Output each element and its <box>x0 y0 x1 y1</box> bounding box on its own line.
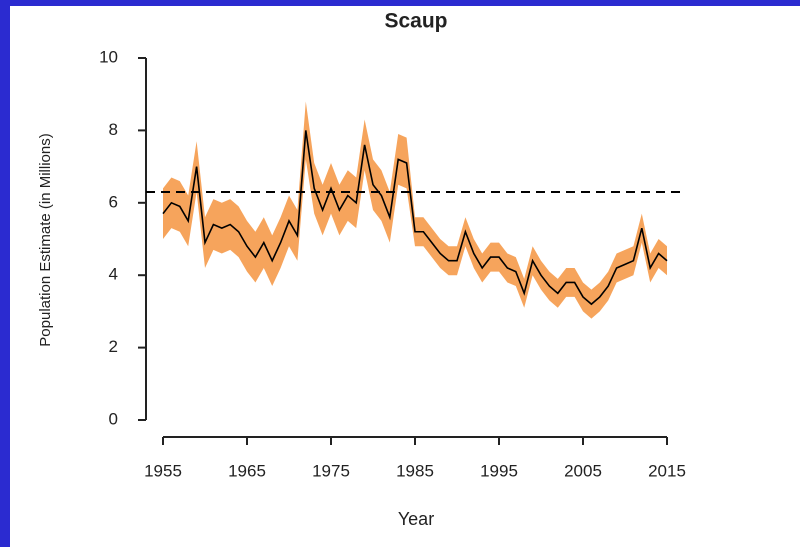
panel <box>10 6 800 547</box>
y-tick-label: 10 <box>99 47 118 66</box>
x-axis-label: Year <box>398 509 434 529</box>
x-tick-label: 1975 <box>312 461 350 480</box>
x-tick-label: 2015 <box>648 461 686 480</box>
y-tick-label: 6 <box>109 192 118 211</box>
y-tick-label: 4 <box>109 265 118 284</box>
x-tick-label: 2005 <box>564 461 602 480</box>
x-tick-label: 1965 <box>228 461 266 480</box>
x-tick-label: 1995 <box>480 461 518 480</box>
y-tick-label: 0 <box>109 409 118 428</box>
y-tick-label: 8 <box>109 120 118 139</box>
y-tick-label: 2 <box>109 337 118 356</box>
y-axis-label: Population Estimate (in Millions) <box>37 133 54 346</box>
chart-title: Scaup <box>384 10 447 33</box>
x-tick-label: 1985 <box>396 461 434 480</box>
confidence-band <box>163 101 667 319</box>
estimate-line <box>162 130 668 306</box>
x-tick-label: 1955 <box>144 461 182 480</box>
